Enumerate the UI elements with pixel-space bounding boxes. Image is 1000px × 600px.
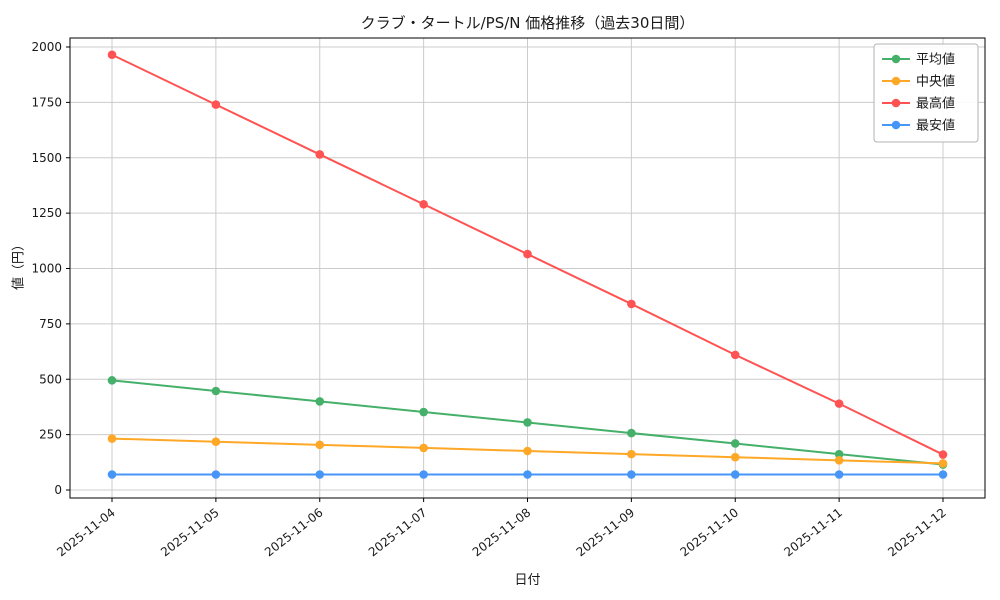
data-point — [834, 449, 844, 459]
svg-text:1250: 1250 — [31, 206, 62, 220]
series-2-line — [107, 50, 948, 459]
data-point — [523, 470, 532, 479]
data-point — [627, 428, 636, 438]
data-point — [730, 452, 740, 462]
series-0-line — [107, 376, 948, 469]
svg-text:2025-11-04: 2025-11-04 — [54, 505, 118, 559]
grid-lines — [70, 38, 985, 498]
x-axis-label: 日付 — [514, 573, 541, 588]
legend-label: 平均値 — [916, 52, 955, 68]
data-point — [730, 439, 740, 448]
svg-text:500: 500 — [39, 372, 62, 386]
data-point — [730, 350, 740, 360]
legend-box — [873, 43, 979, 143]
data-point — [211, 386, 221, 396]
svg-text:2025-11-08: 2025-11-08 — [470, 505, 534, 559]
data-point — [938, 470, 948, 479]
data-point — [419, 470, 428, 479]
svg-text:750: 750 — [39, 317, 62, 331]
data-point — [211, 437, 221, 447]
data-point — [834, 456, 844, 465]
data-point — [834, 470, 844, 479]
data-point — [730, 470, 740, 479]
data-point — [315, 397, 325, 406]
data-point — [315, 470, 325, 479]
tick-marks — [66, 46, 944, 502]
legend-marker — [891, 120, 901, 130]
data-point — [419, 407, 428, 417]
chart-title: クラブ・タートル/PS/N 価格推移（過去30日間） — [360, 14, 695, 32]
data-point — [419, 443, 428, 453]
data-point — [107, 434, 117, 443]
series-3-line — [107, 470, 948, 479]
data-point — [107, 376, 117, 385]
legend-label: 最安値 — [916, 118, 955, 134]
data-point — [211, 100, 221, 109]
data-point — [627, 299, 636, 309]
x-tick-labels: 2025-11-04 2025-11-05 2025-11-06 2025-11-07… — [54, 505, 949, 559]
legend-marker — [891, 98, 901, 108]
legend-marker — [891, 76, 901, 86]
data-point — [211, 470, 221, 479]
data-point — [523, 418, 532, 427]
data-point — [315, 150, 325, 159]
data-point — [834, 399, 844, 408]
data-point — [523, 249, 532, 259]
svg-text:1750: 1750 — [31, 95, 62, 109]
series-1-line — [107, 434, 948, 468]
svg-text:250: 250 — [39, 428, 62, 442]
svg-text:2025-11-07: 2025-11-07 — [366, 505, 430, 559]
data-point — [938, 450, 948, 459]
data-point — [523, 446, 532, 456]
data-point — [419, 199, 428, 209]
legend-marker — [891, 54, 901, 64]
y-tick-labels: 0 250 500 750 1000 1250 1500 1750 2000 — [31, 40, 62, 497]
data-point — [107, 470, 117, 479]
svg-text:2025-11-09: 2025-11-09 — [574, 505, 638, 559]
data-point — [627, 449, 636, 459]
svg-text:2025-11-12: 2025-11-12 — [885, 505, 949, 559]
svg-text:2025-11-05: 2025-11-05 — [158, 505, 222, 559]
svg-text:2025-11-10: 2025-11-10 — [678, 505, 742, 559]
svg-text:2000: 2000 — [31, 40, 62, 54]
y-axis-label: 値（円） — [11, 237, 27, 291]
data-point — [627, 470, 636, 479]
svg-text:1500: 1500 — [31, 151, 62, 165]
svg-text:2025-11-11: 2025-11-11 — [781, 505, 845, 559]
legend-label: 最高値 — [916, 96, 955, 112]
svg-text:2025-11-06: 2025-11-06 — [262, 505, 326, 559]
svg-text:1000: 1000 — [31, 262, 62, 276]
data-point — [938, 459, 948, 468]
data-point — [107, 50, 117, 60]
data-point — [315, 440, 325, 450]
legend-label: 中央値 — [916, 74, 955, 90]
svg-text:0: 0 — [54, 483, 62, 497]
